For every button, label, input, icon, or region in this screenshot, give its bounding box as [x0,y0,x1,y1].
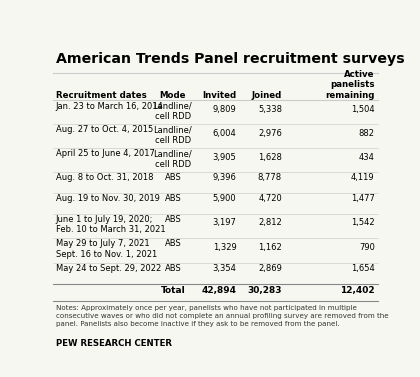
Text: 2,976: 2,976 [258,129,282,138]
Text: 1,329: 1,329 [213,243,236,252]
Text: 790: 790 [359,243,375,252]
Text: Aug. 19 to Nov. 30, 2019: Aug. 19 to Nov. 30, 2019 [56,194,160,203]
Text: Invited: Invited [202,91,236,100]
Text: Landline/
cell RDD: Landline/ cell RDD [154,126,192,145]
Text: Total: Total [160,286,185,295]
Text: Landline/
cell RDD: Landline/ cell RDD [154,149,192,169]
Text: Active
panelists
remaining: Active panelists remaining [326,70,375,100]
Text: May 24 to Sept. 29, 2022: May 24 to Sept. 29, 2022 [56,264,161,273]
Text: Aug. 27 to Oct. 4, 2015: Aug. 27 to Oct. 4, 2015 [56,126,153,134]
Text: Aug. 8 to Oct. 31, 2018: Aug. 8 to Oct. 31, 2018 [56,173,153,182]
Text: ABS: ABS [165,215,181,224]
Text: 1,628: 1,628 [258,153,282,162]
Text: 8,778: 8,778 [258,173,282,182]
Text: 5,338: 5,338 [258,105,282,114]
Text: Jan. 23 to March 16, 2014: Jan. 23 to March 16, 2014 [56,101,163,110]
Text: 9,809: 9,809 [213,105,236,114]
Text: 6,004: 6,004 [213,129,236,138]
Text: Notes: Approximately once per year, panelists who have not participated in multi: Notes: Approximately once per year, pane… [56,305,389,327]
Text: 5,900: 5,900 [213,194,236,203]
Text: 2,869: 2,869 [258,264,282,273]
Text: 4,119: 4,119 [351,173,375,182]
Text: Landline/
cell RDD: Landline/ cell RDD [154,101,192,121]
Text: 882: 882 [359,129,375,138]
Text: American Trends Panel recruitment surveys: American Trends Panel recruitment survey… [56,52,404,66]
Text: 1,654: 1,654 [351,264,375,273]
Text: 1,162: 1,162 [258,243,282,252]
Text: April 25 to June 4, 2017: April 25 to June 4, 2017 [56,149,155,158]
Text: Mode: Mode [160,91,186,100]
Text: 1,504: 1,504 [351,105,375,114]
Text: Recruitment dates: Recruitment dates [56,91,147,100]
Text: 3,905: 3,905 [213,153,236,162]
Text: 4,720: 4,720 [258,194,282,203]
Text: 3,197: 3,197 [213,218,236,227]
Text: 42,894: 42,894 [202,286,236,295]
Text: 3,354: 3,354 [213,264,236,273]
Text: June 1 to July 19, 2020;
Feb. 10 to March 31, 2021: June 1 to July 19, 2020; Feb. 10 to Marc… [56,215,165,234]
Text: ABS: ABS [165,173,181,182]
Text: 434: 434 [359,153,375,162]
Text: 1,477: 1,477 [351,194,375,203]
Text: ABS: ABS [165,239,181,248]
Text: ABS: ABS [165,194,181,203]
Text: ABS: ABS [165,264,181,273]
Text: 2,812: 2,812 [258,218,282,227]
Text: May 29 to July 7, 2021
Sept. 16 to Nov. 1, 2021: May 29 to July 7, 2021 Sept. 16 to Nov. … [56,239,157,259]
Text: Joined: Joined [252,91,282,100]
Text: 12,402: 12,402 [340,286,375,295]
Text: PEW RESEARCH CENTER: PEW RESEARCH CENTER [56,339,172,348]
Text: 9,396: 9,396 [213,173,236,182]
Text: 30,283: 30,283 [247,286,282,295]
Text: 1,542: 1,542 [351,218,375,227]
